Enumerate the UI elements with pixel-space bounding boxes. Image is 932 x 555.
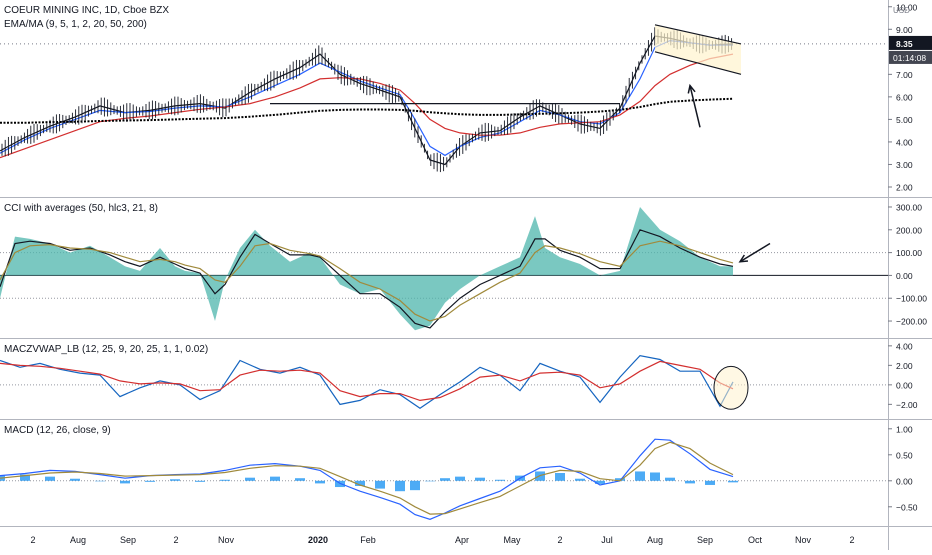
cci-histogram-area — [0, 207, 733, 331]
x-tick-label: Sep — [120, 535, 136, 545]
macd-histogram-bar — [595, 480, 605, 484]
price-pane-title: COEUR MINING INC, 1D, Cboe BZX — [4, 5, 169, 16]
x-tick-label: Apr — [455, 535, 469, 545]
y-tick-label: 1.00 — [896, 424, 913, 434]
y-tick-label: 9.00 — [896, 25, 913, 35]
macd-histogram-bar — [425, 480, 435, 482]
y-tick-label: 3.00 — [896, 160, 913, 170]
y-tick-label: 5.00 — [896, 115, 913, 125]
x-tick-label: Sep — [697, 535, 713, 545]
macd-histogram-bar — [355, 480, 365, 486]
y-tick-label: 0.50 — [896, 450, 913, 460]
marks-layer — [0, 24, 771, 520]
y-tick-label: 10.00 — [896, 2, 918, 12]
price-series-line-3 — [0, 97, 734, 124]
x-tick-label: Aug — [647, 535, 663, 545]
cci-pane-title: CCI with averages (50, hlc3, 21, 8) — [4, 203, 158, 214]
x-tick-label: Nov — [795, 535, 812, 545]
macd-histogram-bar — [20, 474, 30, 481]
x-tick-label: 2 — [30, 535, 35, 545]
y-tick-label: 6.00 — [896, 92, 913, 102]
y-tick-label: −0.50 — [896, 502, 918, 512]
macd-histogram-bar — [270, 476, 280, 481]
macd-histogram-bar — [120, 480, 130, 484]
y-tick-label: 0.00 — [896, 380, 913, 390]
macd-histogram-bar — [295, 478, 305, 481]
x-tick-label: 2 — [849, 535, 854, 545]
y-tick-label: 2.00 — [896, 182, 913, 192]
x-tick-label: Feb — [360, 535, 376, 545]
macd-histogram-bar — [315, 480, 325, 484]
axes-layer: 10.00 9.00 7.00 6.00 5.00 4.00 3.00 2.00 8.35 01:… — [30, 2, 932, 545]
channel-fill — [655, 24, 741, 75]
macd-histogram-bar — [45, 476, 55, 481]
macd-histogram-bar — [245, 477, 255, 481]
macd-histogram-bar — [145, 480, 155, 482]
arrow-head-icon — [738, 254, 749, 263]
macd-histogram-bar — [375, 480, 385, 489]
price-pane-indicator: EMA/MA (9, 5, 1, 2, 20, 50, 200) — [4, 19, 147, 30]
last-price-tag — [889, 35, 932, 50]
arrow-icon — [689, 85, 701, 128]
macd-histogram-bar — [395, 480, 405, 492]
macd-histogram-bar — [455, 476, 465, 481]
arrow-icon — [739, 242, 771, 263]
y-tick-label: 2.00 — [896, 361, 913, 371]
macd-histogram-bar — [70, 478, 80, 481]
macd-histogram-bar — [728, 480, 738, 483]
x-tick-label: Jul — [601, 535, 613, 545]
macd-histogram-bar — [410, 480, 420, 491]
y-tick-label: −2.00 — [896, 400, 918, 410]
last-price-label: 8.35 — [896, 39, 913, 49]
macd-histogram-bar — [495, 479, 505, 481]
macd-histogram-bar — [650, 472, 660, 481]
macd-histogram-bar — [220, 479, 230, 481]
x-tick-label: 2020 — [308, 535, 328, 545]
channel-upper-line — [654, 24, 742, 45]
maczvwap-series-line-1 — [0, 360, 734, 402]
y-tick-label: 7.00 — [896, 70, 913, 80]
macd-histogram-bar — [665, 477, 675, 481]
x-tick-label: May — [503, 535, 521, 545]
macd-histogram-bar — [475, 477, 485, 481]
arrow-head-icon — [687, 83, 696, 94]
countdown-label: 01:14:08 — [893, 53, 926, 63]
x-tick-label: Oct — [748, 535, 763, 545]
macd-histogram-bar — [170, 479, 180, 481]
y-tick-label: 4.00 — [896, 137, 913, 147]
y-tick-label: −100.00 — [896, 294, 927, 304]
y-tick-label: 0.00 — [896, 476, 913, 486]
x-tick-label: 2 — [557, 535, 562, 545]
macd-histogram-bar — [685, 480, 695, 484]
macd-histogram-bar — [555, 473, 565, 481]
macd-histogram-bar — [635, 471, 645, 481]
y-tick-label: −200.00 — [896, 317, 927, 327]
cci-series-line-0 — [0, 229, 734, 329]
currency-label: USD — [893, 6, 910, 15]
countdown-tag — [889, 50, 932, 64]
maczvwap-pane-title: MACZVWAP_LB (12, 25, 9, 20, 25, 1, 1, 0.… — [4, 344, 208, 355]
y-tick-label: 100.00 — [896, 248, 922, 258]
highlight-ellipse — [713, 365, 749, 410]
cci-series-line-1 — [0, 240, 734, 322]
y-tick-label: 4.00 — [896, 341, 913, 351]
channel-lower-line — [654, 51, 742, 75]
y-tick-label: 200.00 — [896, 225, 922, 235]
macd-histogram-bar — [95, 480, 105, 482]
y-tick-label: 300.00 — [896, 202, 922, 212]
macd-series-line-1 — [0, 441, 734, 515]
macd-histogram-bar — [575, 478, 585, 481]
macd-pane-title: MACD (12, 26, close, 9) — [4, 425, 111, 436]
x-tick-label: Aug — [70, 535, 86, 545]
macd-histogram-bar — [195, 480, 205, 482]
y-tick-label: 0.00 — [896, 271, 913, 281]
macd-histogram-bar — [440, 478, 450, 481]
x-tick-label: 2 — [173, 535, 178, 545]
macd-histogram-bar — [705, 480, 715, 485]
text-layer: COEUR MINING INC, 1D, Cboe BZX EMA/MA (9… — [4, 5, 910, 436]
x-tick-label: Nov — [218, 535, 235, 545]
macd-histogram-bar — [615, 478, 625, 481]
